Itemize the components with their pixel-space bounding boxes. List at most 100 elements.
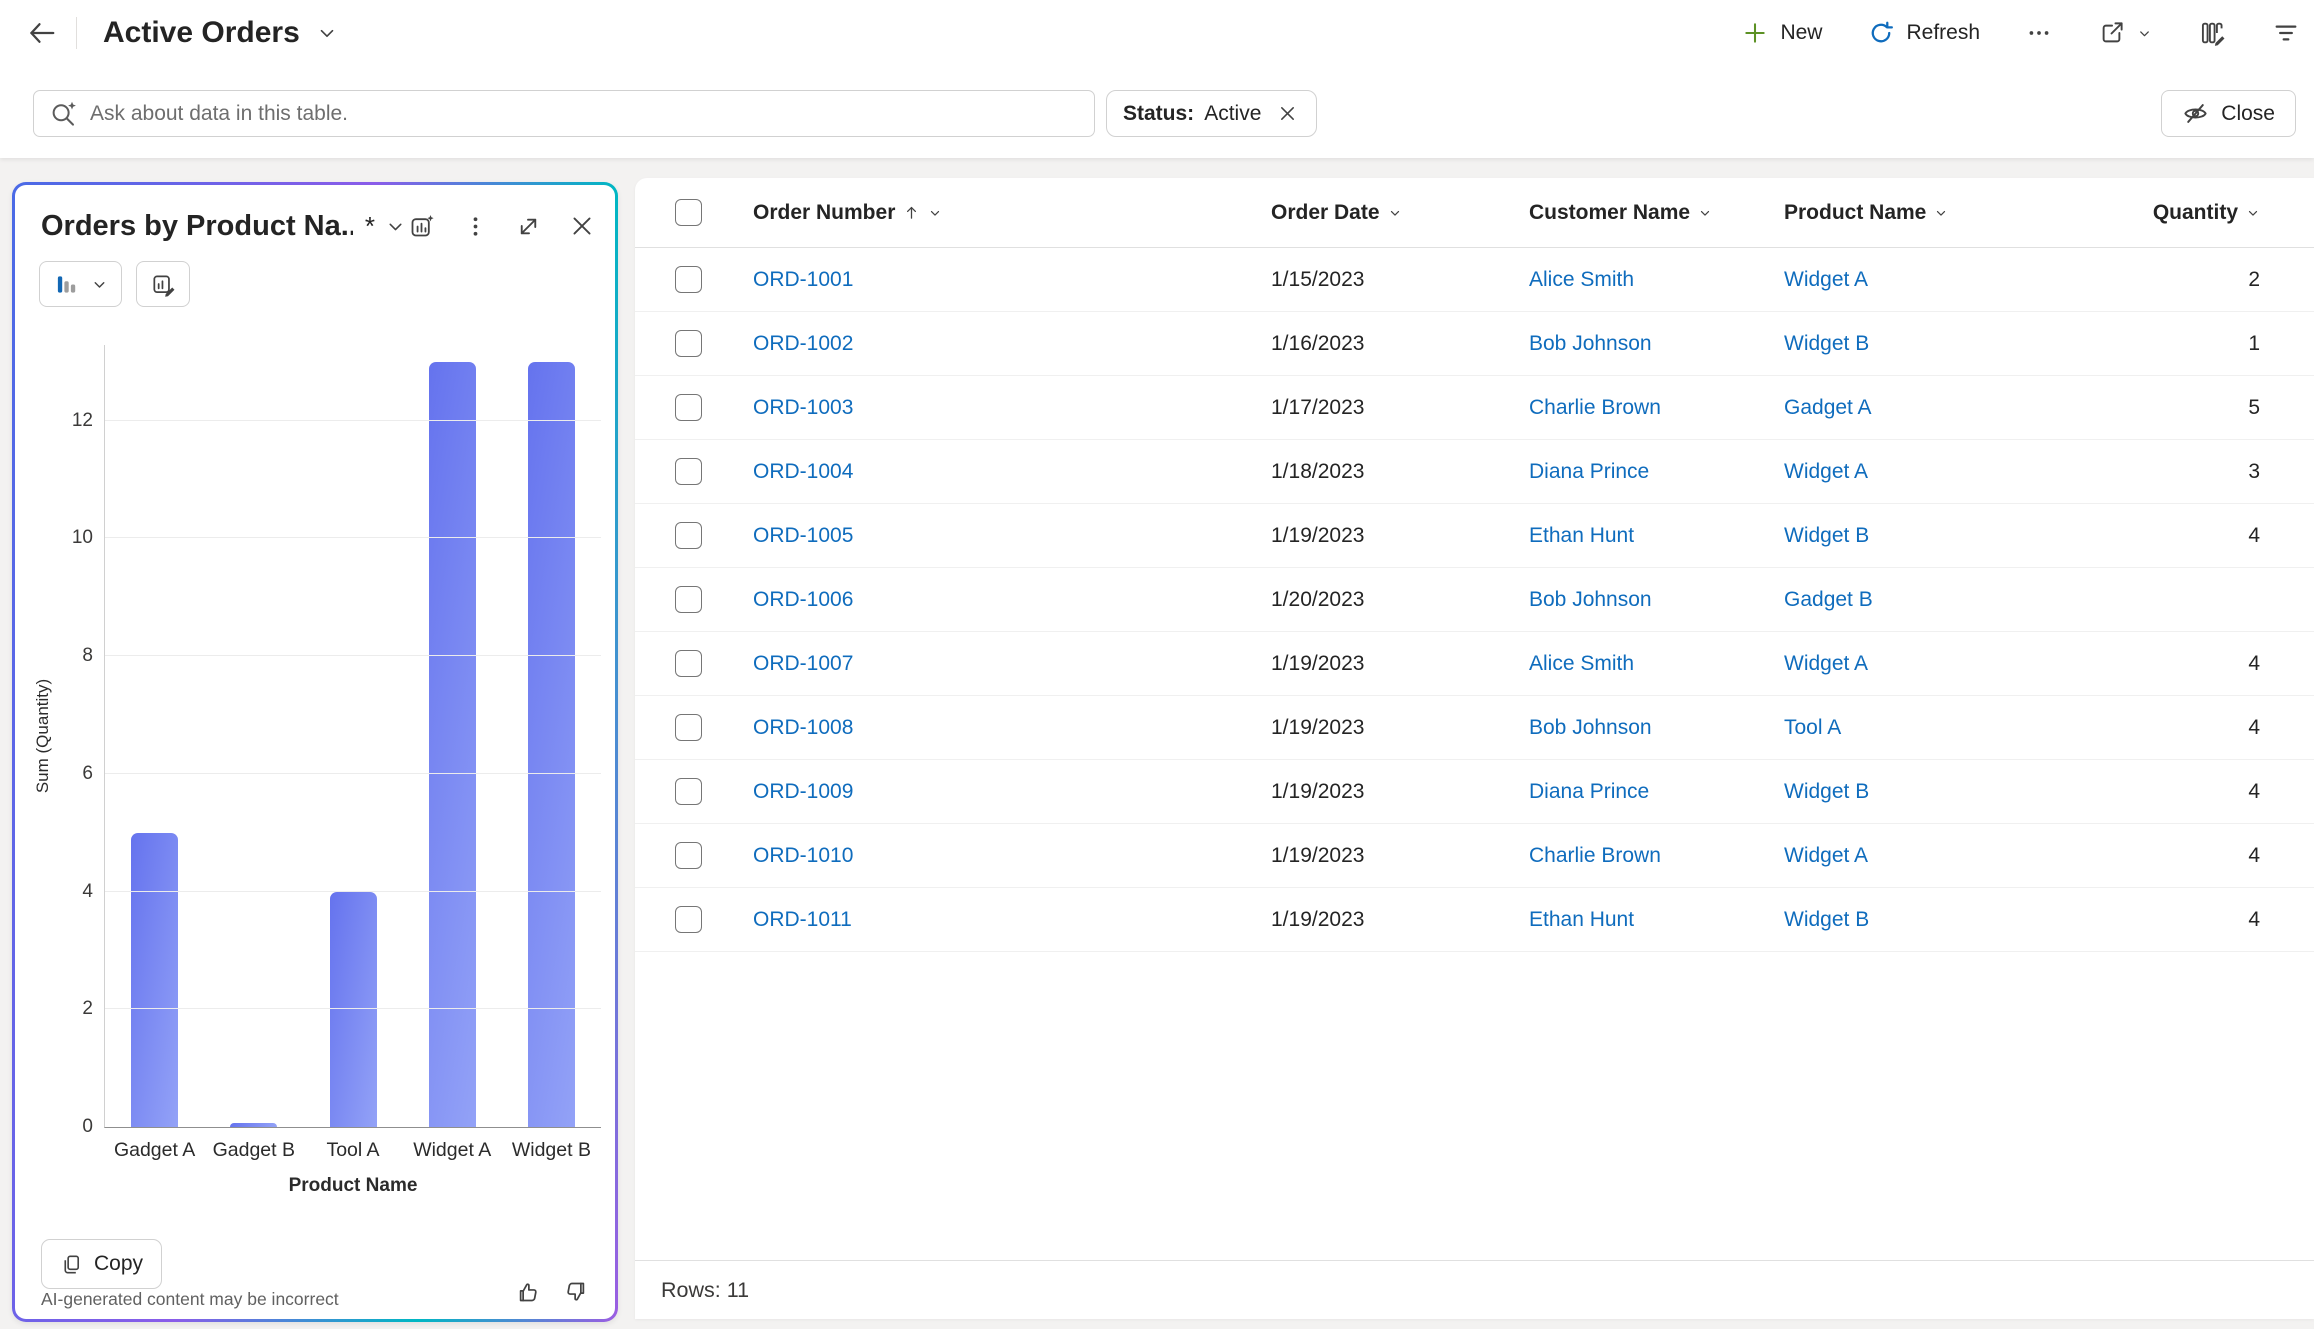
product-name-link[interactable]: Tool A — [1784, 715, 1842, 739]
column-header-quantity[interactable]: Quantity — [2054, 201, 2260, 225]
row-checkbox[interactable] — [675, 650, 702, 677]
bar[interactable] — [329, 892, 377, 1127]
row-checkbox[interactable] — [675, 266, 702, 293]
x-category-label: Gadget B — [212, 1139, 295, 1161]
table-row[interactable]: ORD-1004 1/18/2023 Diana Prince Widget A 3 — [635, 440, 2314, 504]
order-number-link[interactable]: ORD-1010 — [753, 843, 854, 867]
order-date-cell: 1/19/2023 — [1271, 715, 1365, 739]
row-checkbox[interactable] — [675, 842, 702, 869]
customer-name-link[interactable]: Bob Johnson — [1529, 331, 1652, 355]
table-row[interactable]: ORD-1002 1/16/2023 Bob Johnson Widget B 1 — [635, 312, 2314, 376]
column-header-order-date[interactable]: Order Date — [1271, 201, 1529, 225]
customer-name-cell: Ethan Hunt — [1529, 908, 1784, 932]
order-number-link[interactable]: ORD-1006 — [753, 587, 854, 611]
table-row[interactable]: ORD-1011 1/19/2023 Ethan Hunt Widget B 4 — [635, 888, 2314, 952]
chart-close-button[interactable] — [567, 211, 597, 241]
customer-name-link[interactable]: Bob Johnson — [1529, 587, 1652, 611]
table-row[interactable]: ORD-1008 1/19/2023 Bob Johnson Tool A 4 — [635, 696, 2314, 760]
copy-button[interactable]: Copy — [41, 1239, 163, 1289]
product-name-link[interactable]: Widget A — [1784, 267, 1869, 291]
close-view-button[interactable]: Close — [2161, 90, 2296, 137]
order-date-cell: 1/20/2023 — [1271, 587, 1365, 611]
product-name-link[interactable]: Gadget A — [1784, 395, 1872, 419]
row-checkbox[interactable] — [675, 330, 702, 357]
product-name-link[interactable]: Widget B — [1784, 331, 1870, 355]
table-row[interactable]: ORD-1007 1/19/2023 Alice Smith Widget A 4 — [635, 632, 2314, 696]
customer-name-link[interactable]: Charlie Brown — [1529, 395, 1661, 419]
customer-name-link[interactable]: Diana Prince — [1529, 459, 1650, 483]
chart-more-button[interactable] — [461, 212, 490, 241]
table-row[interactable]: ORD-1005 1/19/2023 Ethan Hunt Widget B 4 — [635, 504, 2314, 568]
ask-data-search-box[interactable] — [33, 90, 1095, 137]
column-header-order-number[interactable]: Order Number — [753, 201, 1271, 225]
row-checkbox[interactable] — [675, 458, 702, 485]
customer-name-link[interactable]: Ethan Hunt — [1529, 523, 1635, 547]
bar[interactable] — [230, 1123, 278, 1127]
share-button[interactable] — [2098, 20, 2152, 47]
customer-name-link[interactable]: Alice Smith — [1529, 651, 1635, 675]
thumbs-up-button[interactable] — [513, 1277, 543, 1307]
chart-type-dropdown[interactable] — [39, 261, 122, 307]
customer-name-link[interactable]: Bob Johnson — [1529, 715, 1652, 739]
customer-name-link[interactable]: Diana Prince — [1529, 779, 1650, 803]
table-row[interactable]: ORD-1010 1/19/2023 Charlie Brown Widget A 4 — [635, 824, 2314, 888]
customer-name-cell: Alice Smith — [1529, 268, 1784, 292]
product-name-link[interactable]: Widget B — [1784, 907, 1870, 931]
row-checkbox[interactable] — [675, 714, 702, 741]
chart-panel-header: Orders by Product Na... * — [41, 205, 597, 247]
customer-name-link[interactable]: Charlie Brown — [1529, 843, 1661, 867]
column-header-product-name[interactable]: Product Name — [1784, 201, 2054, 225]
edit-chart-button[interactable] — [136, 261, 190, 307]
chart-sparkle-button[interactable] — [406, 211, 437, 242]
bar-slot — [204, 345, 303, 1127]
product-name-link[interactable]: Widget A — [1784, 843, 1869, 867]
customer-name-link[interactable]: Alice Smith — [1529, 267, 1635, 291]
table-row[interactable]: ORD-1006 1/20/2023 Bob Johnson Gadget B — [635, 568, 2314, 632]
order-number-link[interactable]: ORD-1004 — [753, 459, 854, 483]
product-name-link[interactable]: Widget A — [1784, 459, 1869, 483]
thumbs-down-button[interactable] — [561, 1277, 591, 1307]
order-number-link[interactable]: ORD-1002 — [753, 331, 854, 355]
order-number-link[interactable]: ORD-1001 — [753, 267, 854, 291]
bar[interactable] — [428, 362, 476, 1127]
row-checkbox[interactable] — [675, 906, 702, 933]
search-input[interactable] — [90, 101, 1080, 126]
table-row[interactable]: ORD-1009 1/19/2023 Diana Prince Widget B 4 — [635, 760, 2314, 824]
bar[interactable] — [131, 833, 179, 1127]
row-checkbox[interactable] — [675, 522, 702, 549]
order-number-link[interactable]: ORD-1007 — [753, 651, 854, 675]
order-number-link[interactable]: ORD-1009 — [753, 779, 854, 803]
column-header-customer-name[interactable]: Customer Name — [1529, 201, 1784, 225]
status-filter-chip[interactable]: Status: Active — [1106, 90, 1318, 137]
chip-dismiss-button[interactable] — [1275, 101, 1300, 126]
order-number-link[interactable]: ORD-1008 — [753, 715, 854, 739]
table-body: ORD-1001 1/15/2023 Alice Smith Widget A 2 ORD… — [635, 248, 2314, 952]
product-name-link[interactable]: Widget A — [1784, 651, 1869, 675]
customer-name-link[interactable]: Ethan Hunt — [1529, 907, 1635, 931]
edit-columns-button[interactable] — [2198, 19, 2226, 47]
row-checkbox[interactable] — [675, 778, 702, 805]
arrow-left-icon — [27, 18, 57, 48]
product-name-link[interactable]: Widget B — [1784, 523, 1870, 547]
row-checkbox[interactable] — [675, 586, 702, 613]
table-row[interactable]: ORD-1001 1/15/2023 Alice Smith Widget A 2 — [635, 248, 2314, 312]
bar[interactable] — [527, 362, 575, 1127]
select-all-checkbox[interactable] — [675, 199, 702, 226]
quantity-cell: 4 — [2248, 843, 2260, 867]
chevron-down-icon — [1390, 210, 1399, 216]
chart-title-chevron-icon[interactable] — [385, 216, 406, 237]
table-row[interactable]: ORD-1003 1/17/2023 Charlie Brown Gadget A 5 — [635, 376, 2314, 440]
view-selector-chevron-icon[interactable] — [316, 22, 338, 44]
new-button[interactable]: New — [1742, 20, 1822, 46]
back-button[interactable] — [20, 11, 64, 55]
order-number-link[interactable]: ORD-1011 — [753, 907, 852, 931]
product-name-link[interactable]: Gadget B — [1784, 587, 1873, 611]
chart-expand-button[interactable] — [514, 212, 543, 241]
product-name-link[interactable]: Widget B — [1784, 779, 1870, 803]
refresh-button[interactable]: Refresh — [1868, 20, 1980, 46]
row-checkbox[interactable] — [675, 394, 702, 421]
order-number-link[interactable]: ORD-1003 — [753, 395, 854, 419]
order-number-link[interactable]: ORD-1005 — [753, 523, 854, 547]
more-commands-button[interactable] — [2026, 20, 2052, 46]
filter-button[interactable] — [2272, 19, 2300, 47]
